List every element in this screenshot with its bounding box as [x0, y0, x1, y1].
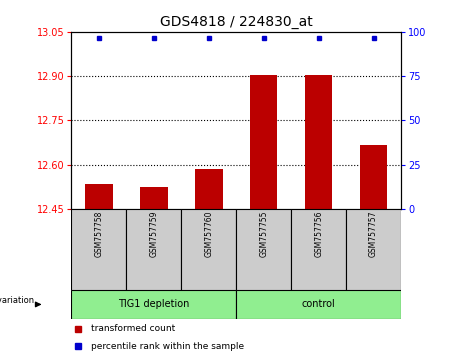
- Bar: [140, 187, 168, 209]
- Text: percentile rank within the sample: percentile rank within the sample: [91, 342, 244, 351]
- Text: GSM757759: GSM757759: [149, 211, 159, 257]
- Bar: [71, 209, 126, 290]
- Text: TIG1 depletion: TIG1 depletion: [118, 299, 189, 309]
- Bar: [250, 75, 278, 209]
- Text: control: control: [302, 299, 336, 309]
- Bar: [195, 169, 223, 209]
- Title: GDS4818 / 224830_at: GDS4818 / 224830_at: [160, 16, 313, 29]
- Text: GSM757758: GSM757758: [95, 211, 103, 257]
- Bar: [85, 184, 112, 209]
- Text: transformed count: transformed count: [91, 324, 176, 333]
- Text: GSM757755: GSM757755: [259, 211, 268, 257]
- Text: GSM757756: GSM757756: [314, 211, 323, 257]
- Text: genotype/variation: genotype/variation: [0, 296, 34, 305]
- Bar: [126, 209, 181, 290]
- Bar: [236, 290, 401, 319]
- Bar: [360, 145, 387, 209]
- Bar: [236, 209, 291, 290]
- Bar: [346, 209, 401, 290]
- Bar: [71, 290, 236, 319]
- Text: GSM757760: GSM757760: [204, 211, 213, 257]
- Bar: [291, 209, 346, 290]
- Text: GSM757757: GSM757757: [369, 211, 378, 257]
- Bar: [181, 209, 236, 290]
- Bar: [305, 75, 332, 209]
